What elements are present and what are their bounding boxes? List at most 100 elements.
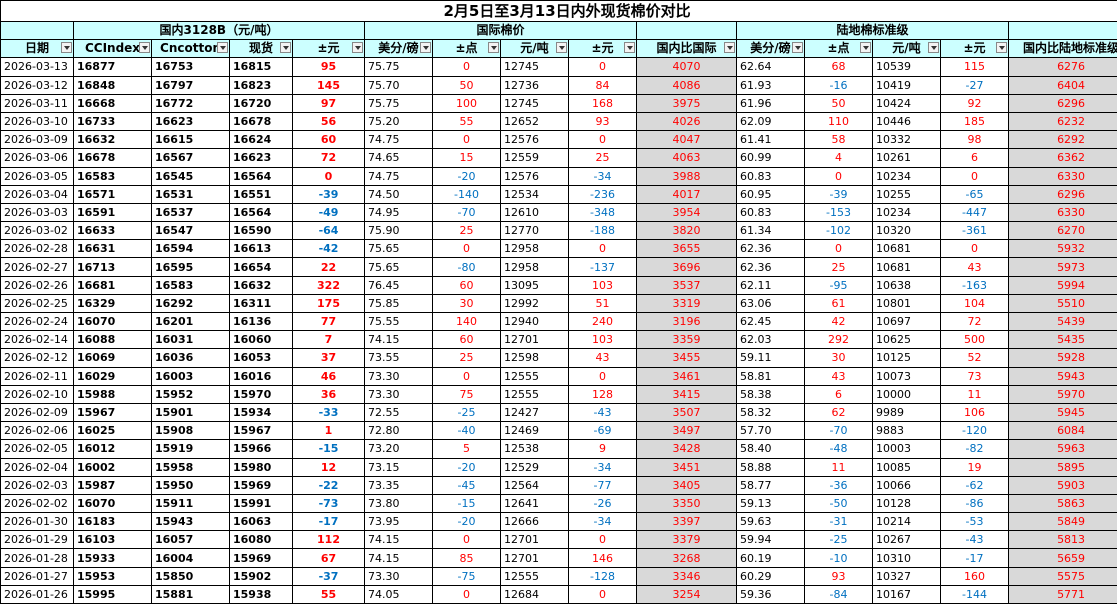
cell-domestic-vs-ld: 6330: [1009, 203, 1117, 221]
filter-dropdown-icon[interactable]: [139, 42, 150, 53]
cell-intl-yuan: 12666: [501, 513, 569, 531]
cell-intl-points: 55: [433, 112, 501, 130]
cell-domestic-vs-intl: 4070: [637, 58, 737, 76]
cell-cncotton: 16004: [152, 549, 230, 567]
cell-ld-change: 500: [941, 331, 1009, 349]
filter-dropdown-icon[interactable]: [928, 42, 939, 53]
cell-cncotton: 16797: [152, 76, 230, 94]
cell-ld-points: -16: [805, 76, 873, 94]
filter-dropdown-icon[interactable]: [217, 42, 228, 53]
cell-intl-cents: 74.15: [365, 549, 433, 567]
group-blank: [1, 22, 74, 40]
filter-dropdown-icon[interactable]: [724, 42, 735, 53]
cell-ld-yuan: 10332: [873, 131, 941, 149]
cell-ccindex: 16583: [74, 167, 152, 185]
header-label: ±元: [317, 41, 339, 55]
cell-intl-cents: 75.55: [365, 313, 433, 331]
cell-domestic-vs-ld: 5973: [1009, 258, 1117, 276]
cell-domestic-vs-intl: 3455: [637, 349, 737, 367]
cell-intl-cents: 75.70: [365, 76, 433, 94]
cell-domestic-vs-ld: 6330: [1009, 167, 1117, 185]
filter-dropdown-icon[interactable]: [488, 42, 499, 53]
cell-spot: 15969: [230, 549, 293, 567]
cell-ld-yuan: 10320: [873, 222, 941, 240]
cell-ld-change: 104: [941, 294, 1009, 312]
cell-intl-change: 103: [569, 276, 637, 294]
cell-spot: 16060: [230, 331, 293, 349]
cell-ld-change: 0: [941, 167, 1009, 185]
cell-intl-points: 0: [433, 585, 501, 603]
cell-ccindex: 16069: [74, 349, 152, 367]
cell-domestic-vs-ld: 5659: [1009, 549, 1117, 567]
cell-cncotton: 15952: [152, 385, 230, 403]
cell-intl-points: 60: [433, 276, 501, 294]
cell-intl-yuan: 12576: [501, 167, 569, 185]
cell-intl-points: 100: [433, 94, 501, 112]
cell-ccindex: 16877: [74, 58, 152, 76]
cell-domestic-vs-intl: 3379: [637, 531, 737, 549]
filter-dropdown-icon[interactable]: [624, 42, 635, 53]
header-label: Cncotton: [160, 41, 221, 55]
cell-intl-points: 0: [433, 531, 501, 549]
cell-cncotton: 16594: [152, 240, 230, 258]
cell-intl-cents: 75.75: [365, 94, 433, 112]
cell-ld-points: -10: [805, 549, 873, 567]
cell-date: 2026-02-14: [1, 331, 74, 349]
cell-intl-cents: 73.80: [365, 494, 433, 512]
filter-dropdown-icon[interactable]: [860, 42, 871, 53]
cell-ld-cents: 62.36: [737, 258, 805, 276]
cell-date: 2026-02-09: [1, 403, 74, 421]
cell-spot: 16136: [230, 313, 293, 331]
filter-dropdown-icon[interactable]: [61, 42, 72, 53]
cell-domestic-vs-ld: 5932: [1009, 240, 1117, 258]
cell-ld-change: -27: [941, 76, 1009, 94]
cell-spot-change: 37: [293, 349, 365, 367]
cell-intl-points: -40: [433, 422, 501, 440]
cell-ld-points: -39: [805, 185, 873, 203]
cell-intl-points: 50: [433, 76, 501, 94]
cell-ccindex: 16070: [74, 494, 152, 512]
cell-domestic-vs-intl: 4026: [637, 112, 737, 130]
group-international: 国际棉价: [365, 22, 637, 40]
cell-cncotton: 15943: [152, 513, 230, 531]
filter-dropdown-icon[interactable]: [996, 42, 1007, 53]
cell-date: 2026-02-06: [1, 422, 74, 440]
cell-intl-yuan: 12555: [501, 567, 569, 585]
cell-intl-change: 0: [569, 367, 637, 385]
cell-spot-change: 1: [293, 422, 365, 440]
filter-dropdown-icon[interactable]: [792, 42, 803, 53]
cell-ld-points: -70: [805, 422, 873, 440]
cell-domestic-vs-intl: 3954: [637, 203, 737, 221]
cell-ccindex: 16591: [74, 203, 152, 221]
cell-intl-cents: 75.65: [365, 240, 433, 258]
cell-cncotton: 15901: [152, 403, 230, 421]
cell-date: 2026-02-10: [1, 385, 74, 403]
cell-intl-change: 146: [569, 549, 637, 567]
cell-intl-yuan: 12427: [501, 403, 569, 421]
cell-spot: 15969: [230, 476, 293, 494]
cell-intl-change: -34: [569, 167, 637, 185]
cell-domestic-vs-ld: 5435: [1009, 331, 1117, 349]
filter-dropdown-icon[interactable]: [352, 42, 363, 53]
cell-ld-points: -36: [805, 476, 873, 494]
filter-dropdown-icon[interactable]: [280, 42, 291, 53]
cell-ld-yuan: 10801: [873, 294, 941, 312]
cell-ld-points: -50: [805, 494, 873, 512]
cell-spot: 16613: [230, 240, 293, 258]
cell-ld-change: 106: [941, 403, 1009, 421]
cell-ld-points: 0: [805, 240, 873, 258]
cell-ld-cents: 59.63: [737, 513, 805, 531]
cell-ld-points: 30: [805, 349, 873, 367]
cell-spot: 16624: [230, 131, 293, 149]
cell-ld-cents: 58.40: [737, 440, 805, 458]
filter-dropdown-icon[interactable]: [556, 42, 567, 53]
filter-dropdown-icon[interactable]: [420, 42, 431, 53]
header-label: 现货: [249, 41, 273, 55]
cell-domestic-vs-intl: 3350: [637, 494, 737, 512]
cell-date: 2026-01-29: [1, 531, 74, 549]
cell-intl-points: -45: [433, 476, 501, 494]
